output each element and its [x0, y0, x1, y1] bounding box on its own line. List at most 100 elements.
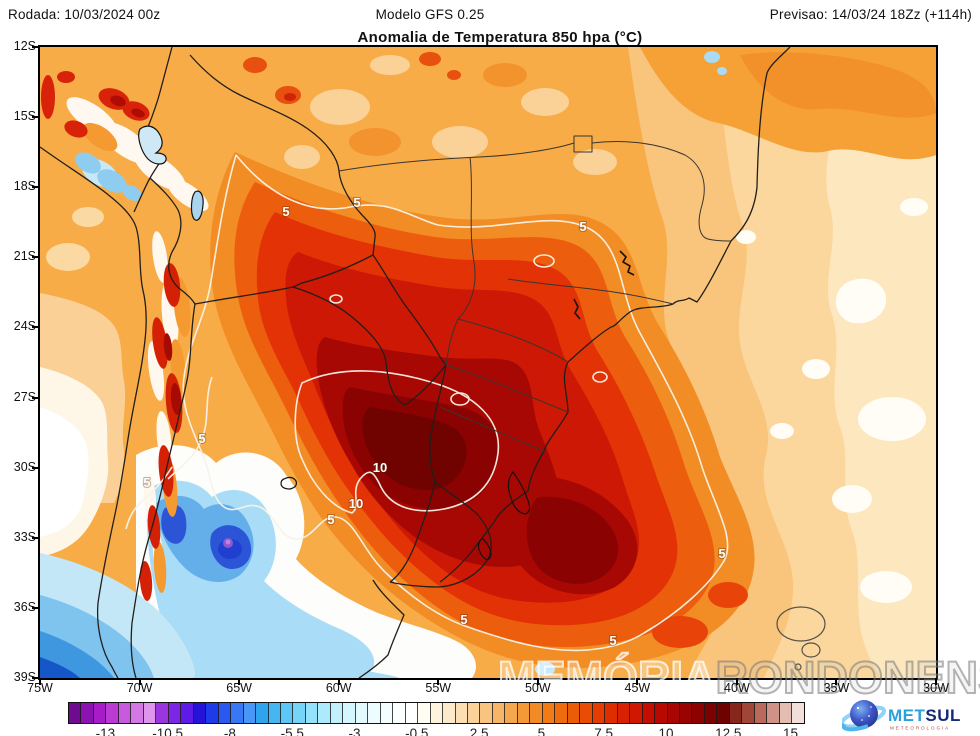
colorbar-cell: [542, 703, 556, 723]
colorbar: [68, 702, 805, 724]
colorbar-cell: [729, 703, 743, 723]
colorbar-cell: [492, 703, 506, 723]
colorbar-cell: [368, 703, 381, 723]
x-axis-label: 45W: [624, 681, 651, 695]
y-axis-label: 33S: [13, 529, 36, 544]
contour-label: 5: [143, 475, 150, 490]
logo-tagline: METEOROLOGIA: [890, 726, 950, 731]
colorbar-cell: [667, 703, 680, 723]
contour-label: 5: [353, 195, 360, 210]
y-axis-tick: [32, 396, 39, 399]
colorbar-cell: [704, 703, 718, 723]
x-axis-label: 40W: [724, 681, 750, 695]
paraguay-brazil-border: [372, 254, 447, 366]
x-axis-tick: [337, 678, 340, 685]
colorbar-cell: [206, 703, 219, 723]
y-axis-tick: [32, 186, 39, 189]
contour-label: 5: [460, 612, 467, 627]
x-axis-tick: [138, 678, 141, 685]
x-axis-label: 30W: [923, 681, 949, 695]
planet-icon: [842, 700, 887, 732]
colorbar-cell: [156, 703, 169, 723]
colorbar-cell: [480, 703, 493, 723]
colorbar-cell: [318, 703, 331, 723]
contour-label: 5: [579, 219, 586, 234]
x-axis-label: 35W: [823, 681, 850, 695]
y-axis-tick: [32, 536, 39, 539]
y-axis-tick: [32, 256, 39, 259]
pacific-coastline: [40, 146, 147, 678]
y-axis-tick: [32, 46, 39, 48]
y-axis-tick: [32, 326, 39, 329]
colorbar-cell: [630, 703, 643, 723]
peru-mottling: [41, 71, 209, 212]
colorbar-cell: [592, 703, 606, 723]
y-axis-label: 36S: [13, 599, 36, 614]
map-frame: 5 5 5 5 5 10 10 5 5 5 5: [38, 45, 938, 680]
model-label: Modelo GFS 0.25: [375, 7, 485, 22]
colorbar-cell: [268, 703, 281, 723]
colorbar-cell: [505, 703, 518, 723]
colorbar-cell: [168, 703, 182, 723]
colorbar-cell: [81, 703, 94, 723]
colorbar-cell: [792, 703, 804, 723]
lake-poopo: [190, 190, 204, 221]
mar-chiquita-lake: [280, 476, 297, 490]
y-axis-tick: [32, 466, 39, 469]
colorbar-cell: [93, 703, 107, 723]
colorbar-cell: [181, 703, 194, 723]
colorbar-cell: [380, 703, 394, 723]
temperature-anomaly-field: 5 5 5 5 5 10 10 5 5 5 5: [40, 47, 936, 678]
colorbar-cell: [355, 703, 369, 723]
bolivia-brazil-border: [189, 54, 376, 256]
y-axis-label: 12S: [13, 39, 36, 53]
colorbar-cell: [692, 703, 705, 723]
mg-reservoirs: [573, 250, 635, 320]
colorbar-cell: [555, 703, 568, 723]
colorbar-tick-label: 2.5: [469, 726, 489, 736]
contour-label: 5: [282, 204, 289, 219]
lakes: [138, 125, 635, 561]
colorbar-cell: [256, 703, 269, 723]
colorbar-cell: [330, 703, 344, 723]
lagoa-dos-patos: [507, 471, 531, 515]
contour-lines: [125, 154, 729, 652]
colorbar-cell: [131, 703, 144, 723]
colorbar-cell: [642, 703, 656, 723]
y-axis-tick: [32, 676, 39, 679]
colorbar-tick-label: -10.5: [152, 726, 184, 736]
colorbar-cell: [679, 703, 693, 723]
colorbar-cell: [443, 703, 456, 723]
contour-label: 10: [373, 460, 387, 475]
y-axis-tick: [32, 606, 39, 609]
y-axis-label: 39S: [13, 669, 36, 684]
colorbar-cell: [106, 703, 119, 723]
colorbar-cell: [455, 703, 468, 723]
colorbar-cell: [517, 703, 531, 723]
colorbar-cell: [754, 703, 768, 723]
y-axis-label: 21S: [13, 249, 36, 264]
colorbar-cell: [393, 703, 406, 723]
x-axis-tick: [735, 678, 738, 685]
contour-label: 5: [327, 512, 334, 527]
x-axis-label: 75W: [27, 681, 53, 695]
colorbar-cell: [293, 703, 306, 723]
y-axis-label: 30S: [13, 459, 36, 474]
colorbar-tick-label: -0.5: [405, 726, 429, 736]
colorbar-cell: [280, 703, 294, 723]
run-datetime-label: Rodada: 10/03/2024 00z: [8, 7, 161, 22]
x-axis-label: 65W: [226, 681, 252, 695]
lake-titicaca: [138, 125, 167, 165]
x-axis-label: 50W: [524, 681, 551, 695]
colorbar-tick-label: 12.5: [715, 726, 742, 736]
colorbar-tick-label: 10: [658, 726, 674, 736]
x-axis-label: 60W: [325, 681, 352, 695]
metsul-logo: METSUL METEOROLOGIA: [842, 700, 961, 732]
forecast-valid-label: Previsao: 14/03/24 18Zz (+114h): [769, 7, 972, 22]
logo-text-sul: SUL: [925, 706, 961, 725]
colorbar-cell: [468, 703, 481, 723]
x-axis-label: 55W: [425, 681, 452, 695]
colorbar-tick-label: 5: [537, 726, 546, 736]
y-axis-tick: [32, 116, 39, 119]
northeast-orange-zone: [640, 47, 936, 160]
